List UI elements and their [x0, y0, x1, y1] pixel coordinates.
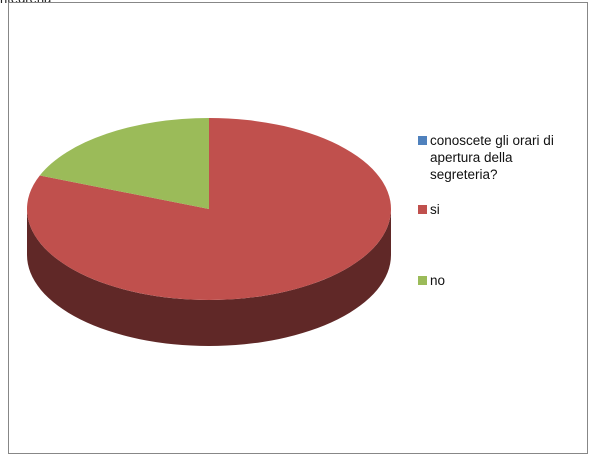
legend-label-no: no	[430, 273, 446, 288]
legend-swatch-series	[418, 136, 427, 145]
pie-slice-no	[39, 118, 210, 209]
legend-swatch-no	[418, 276, 427, 285]
pie-side-si	[27, 209, 391, 346]
pie-depth	[27, 209, 391, 346]
legend-label-si: si	[430, 202, 440, 217]
legend-swatch-si	[418, 205, 427, 214]
legend-label-series: conoscete gli orari di apertura della se…	[430, 133, 554, 182]
legend-item-series: conoscete gli orari di apertura della se…	[418, 132, 583, 183]
legend-item-no: no	[418, 272, 445, 289]
pie-slices	[27, 118, 392, 300]
legend-item-si: si	[418, 201, 440, 218]
